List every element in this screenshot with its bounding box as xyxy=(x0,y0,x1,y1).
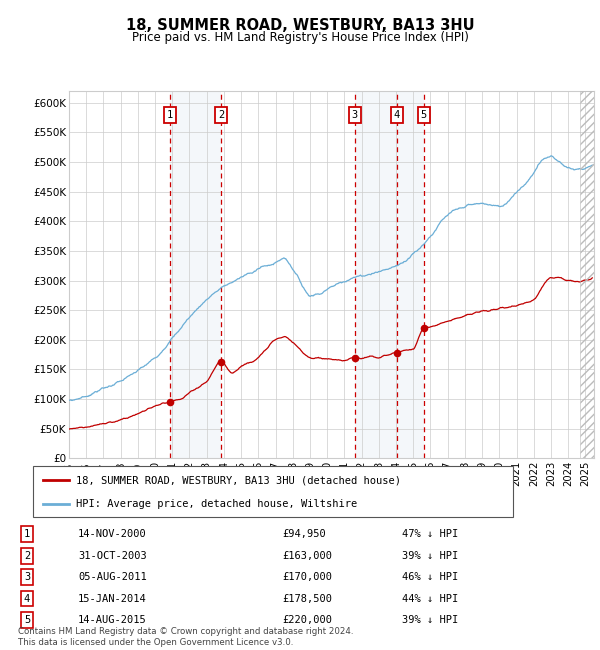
FancyBboxPatch shape xyxy=(33,466,513,517)
Text: 18, SUMMER ROAD, WESTBURY, BA13 3HU: 18, SUMMER ROAD, WESTBURY, BA13 3HU xyxy=(125,18,475,33)
Text: 1: 1 xyxy=(167,110,173,120)
Text: £170,000: £170,000 xyxy=(282,572,332,582)
Text: 2: 2 xyxy=(24,551,30,560)
Text: 5: 5 xyxy=(24,615,30,625)
Text: 14-NOV-2000: 14-NOV-2000 xyxy=(78,529,147,539)
Text: 5: 5 xyxy=(421,110,427,120)
Text: HPI: Average price, detached house, Wiltshire: HPI: Average price, detached house, Wilt… xyxy=(76,499,358,509)
Text: 39% ↓ HPI: 39% ↓ HPI xyxy=(402,615,458,625)
Text: £163,000: £163,000 xyxy=(282,551,332,560)
Text: 1: 1 xyxy=(24,529,30,539)
Text: £220,000: £220,000 xyxy=(282,615,332,625)
Text: 3: 3 xyxy=(352,110,358,120)
Text: 15-JAN-2014: 15-JAN-2014 xyxy=(78,593,147,603)
Text: 2: 2 xyxy=(218,110,224,120)
Text: 3: 3 xyxy=(24,572,30,582)
Text: Price paid vs. HM Land Registry's House Price Index (HPI): Price paid vs. HM Land Registry's House … xyxy=(131,31,469,44)
Text: 47% ↓ HPI: 47% ↓ HPI xyxy=(402,529,458,539)
Text: £178,500: £178,500 xyxy=(282,593,332,603)
Text: 05-AUG-2011: 05-AUG-2011 xyxy=(78,572,147,582)
Text: 44% ↓ HPI: 44% ↓ HPI xyxy=(402,593,458,603)
Text: 31-OCT-2003: 31-OCT-2003 xyxy=(78,551,147,560)
Bar xyxy=(355,91,397,458)
Bar xyxy=(170,91,221,458)
Bar xyxy=(397,91,424,458)
Text: 4: 4 xyxy=(394,110,400,120)
Text: 46% ↓ HPI: 46% ↓ HPI xyxy=(402,572,458,582)
Text: Contains HM Land Registry data © Crown copyright and database right 2024.
This d: Contains HM Land Registry data © Crown c… xyxy=(18,627,353,647)
Text: £94,950: £94,950 xyxy=(282,529,326,539)
Text: 4: 4 xyxy=(24,593,30,603)
Text: 18, SUMMER ROAD, WESTBURY, BA13 3HU (detached house): 18, SUMMER ROAD, WESTBURY, BA13 3HU (det… xyxy=(76,475,401,486)
Text: 14-AUG-2015: 14-AUG-2015 xyxy=(78,615,147,625)
Text: 39% ↓ HPI: 39% ↓ HPI xyxy=(402,551,458,560)
